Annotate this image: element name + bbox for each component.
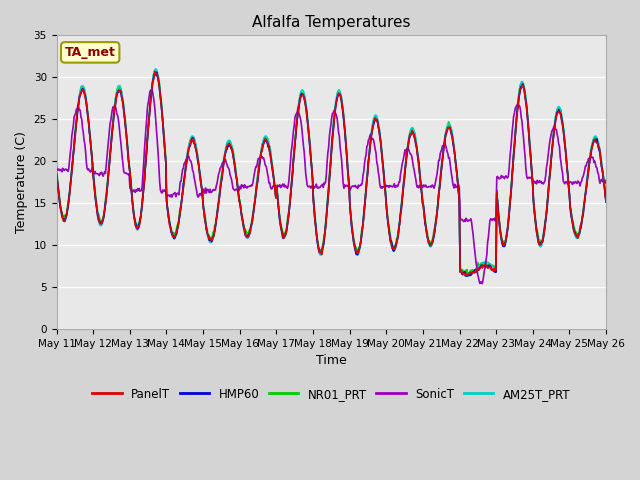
Legend: PanelT, HMP60, NR01_PRT, SonicT, AM25T_PRT: PanelT, HMP60, NR01_PRT, SonicT, AM25T_P…	[88, 383, 575, 405]
Y-axis label: Temperature (C): Temperature (C)	[15, 131, 28, 233]
Text: TA_met: TA_met	[65, 46, 116, 59]
X-axis label: Time: Time	[316, 354, 347, 367]
Title: Alfalfa Temperatures: Alfalfa Temperatures	[252, 15, 410, 30]
